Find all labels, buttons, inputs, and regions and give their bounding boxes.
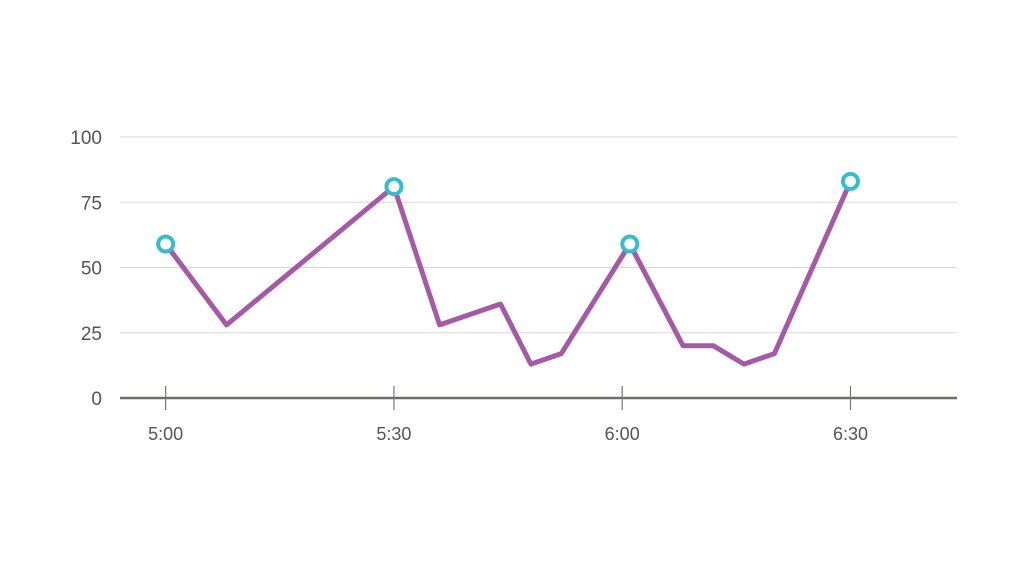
- x-tick-label: 5:00: [148, 424, 183, 444]
- y-tick-label: 25: [81, 324, 102, 345]
- x-tick-label: 5:30: [376, 424, 411, 444]
- y-tick-label: 75: [81, 193, 102, 214]
- marker-layer: [156, 171, 860, 254]
- data-point-marker: [620, 234, 640, 254]
- data-point-marker: [384, 177, 404, 197]
- y-tick-label: 0: [91, 389, 102, 410]
- x-tick-label: 6:30: [833, 424, 868, 444]
- grid-layer: [120, 136, 957, 334]
- data-point-marker: [840, 171, 860, 191]
- series-layer: [163, 178, 853, 367]
- y-tick-label: 100: [70, 128, 102, 149]
- x-tick-label: 6:00: [605, 424, 640, 444]
- y-tick-label: 50: [81, 259, 102, 280]
- series-line: [163, 178, 853, 367]
- axis-layer: 0 25 50 75 100 5:00 5:30 6:00 6:30: [70, 128, 957, 444]
- data-point-marker: [156, 234, 176, 254]
